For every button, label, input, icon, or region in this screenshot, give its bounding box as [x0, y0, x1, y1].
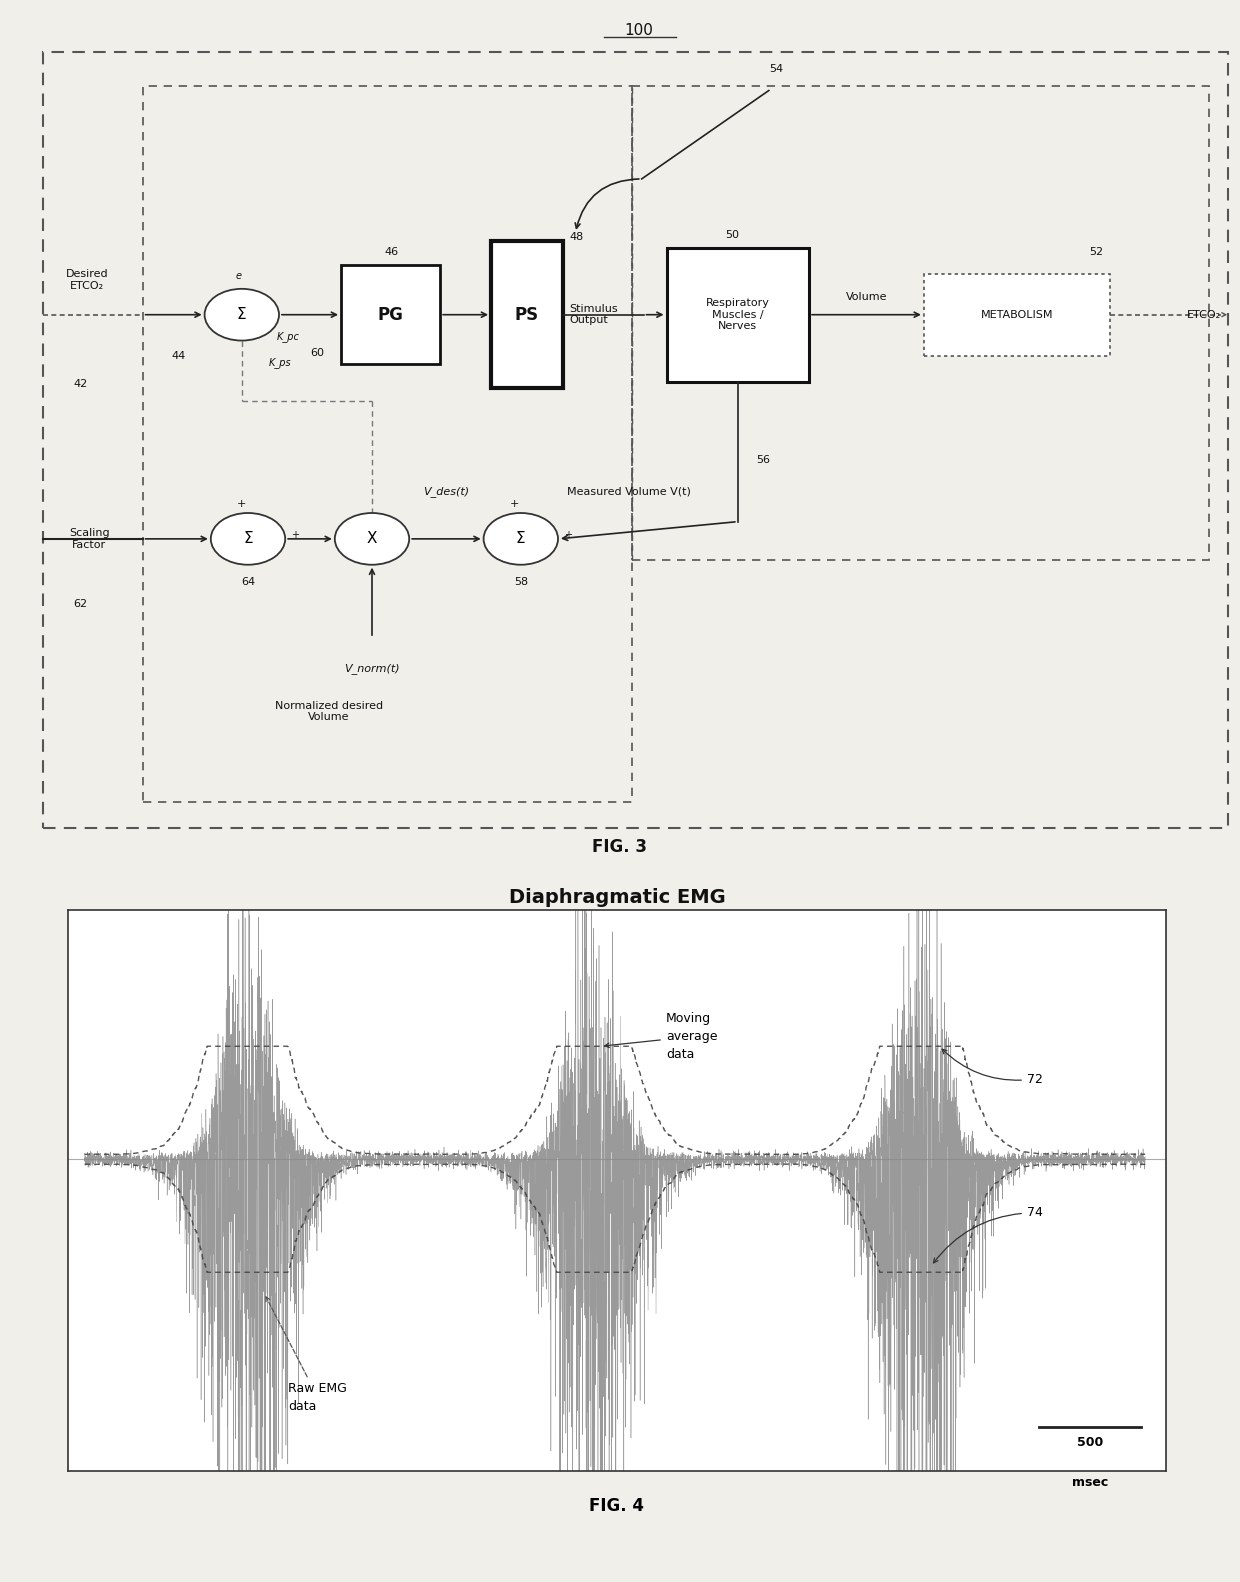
Bar	[667, 248, 808, 381]
Text: 58: 58	[513, 577, 528, 587]
Text: 60: 60	[310, 348, 324, 359]
Text: Σ: Σ	[243, 532, 253, 546]
Text: Scaling
Factor: Scaling Factor	[69, 528, 109, 549]
Bar	[491, 242, 563, 388]
Bar	[632, 85, 1209, 560]
Circle shape	[484, 513, 558, 565]
Text: K_pc: K_pc	[277, 331, 299, 342]
Text: +: +	[564, 530, 572, 539]
Text: Raw EMG
data: Raw EMG data	[265, 1297, 347, 1413]
Text: Desired
ETCO₂: Desired ETCO₂	[66, 269, 108, 291]
Circle shape	[211, 513, 285, 565]
Text: 74: 74	[934, 1205, 1043, 1262]
Text: X: X	[367, 532, 377, 546]
Bar	[143, 85, 632, 802]
Text: Volume: Volume	[846, 293, 887, 302]
Text: PG: PG	[378, 305, 403, 324]
Title: Diaphragmatic EMG: Diaphragmatic EMG	[508, 888, 725, 906]
Text: 42: 42	[73, 378, 88, 389]
Text: Σ: Σ	[237, 307, 247, 323]
Text: Σ: Σ	[516, 532, 526, 546]
Text: Respiratory
Muscles /
Nerves: Respiratory Muscles / Nerves	[706, 297, 770, 331]
Bar	[924, 274, 1110, 356]
Text: V_norm(t): V_norm(t)	[345, 663, 399, 674]
Text: Measured Volume V(t): Measured Volume V(t)	[568, 486, 691, 497]
Circle shape	[205, 290, 279, 340]
Text: 56: 56	[756, 456, 770, 465]
Circle shape	[335, 513, 409, 565]
Text: 62: 62	[73, 598, 88, 609]
Text: FIG. 3: FIG. 3	[593, 838, 647, 856]
Text: Moving
average
data: Moving average data	[605, 1012, 718, 1062]
Text: Stimulus
Output: Stimulus Output	[569, 304, 618, 326]
Text: +: +	[237, 500, 247, 509]
Text: FIG. 4: FIG. 4	[589, 1497, 645, 1516]
Bar	[341, 266, 440, 364]
Text: METABOLISM: METABOLISM	[981, 310, 1053, 320]
Text: 52: 52	[1090, 247, 1104, 258]
Text: 64: 64	[241, 577, 255, 587]
Text: e: e	[236, 271, 242, 282]
Text: Normalized desired
Volume: Normalized desired Volume	[274, 701, 383, 721]
Text: 46: 46	[384, 247, 398, 258]
Text: PS: PS	[515, 305, 539, 324]
Text: 44: 44	[172, 351, 186, 361]
Text: 100: 100	[624, 22, 653, 38]
Text: 54: 54	[769, 63, 782, 74]
Text: +: +	[291, 530, 299, 539]
Text: ETCO₂: ETCO₂	[1187, 310, 1221, 320]
Text: 500: 500	[1078, 1435, 1104, 1449]
Text: 48: 48	[569, 233, 583, 242]
Text: K_ps: K_ps	[269, 356, 291, 367]
Text: 72: 72	[942, 1049, 1043, 1085]
Text: +: +	[510, 500, 520, 509]
Text: V_des(t): V_des(t)	[423, 486, 470, 497]
Text: 50: 50	[725, 229, 739, 240]
Text: msec: msec	[1073, 1476, 1109, 1489]
